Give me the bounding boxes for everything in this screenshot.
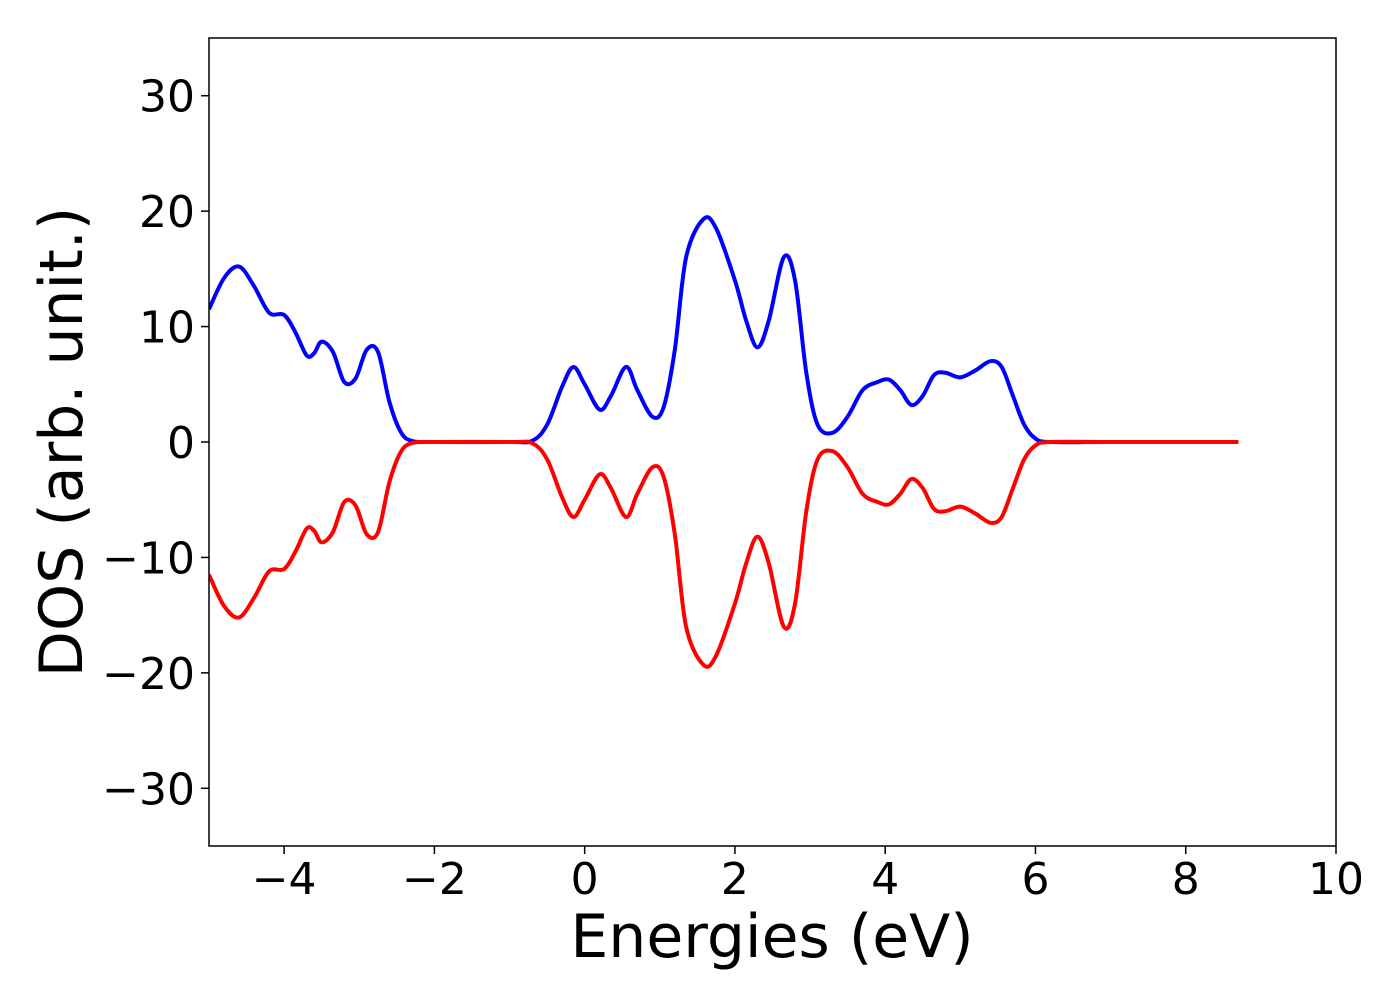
x-axis: −4 −2 0 2 4 6 8 10 — [252, 846, 1364, 905]
y-tick-label: 10 — [139, 303, 195, 354]
x-axis-title: Energies (eV) — [570, 902, 973, 972]
y-tick-label: −10 — [102, 533, 195, 584]
x-tick-label: 4 — [871, 854, 899, 905]
y-axis: −30 −20 −10 0 10 20 30 — [102, 72, 209, 815]
x-tick-label: 2 — [721, 854, 749, 905]
y-axis-title: DOS (arb. unit.) — [27, 207, 97, 677]
series-layer — [209, 215, 1239, 669]
y-tick-label: 30 — [139, 72, 195, 123]
x-tick-label: 8 — [1172, 854, 1200, 905]
x-tick-label: −2 — [402, 854, 467, 905]
y-tick-label: 20 — [139, 187, 195, 238]
dos-line-blue — [209, 215, 1239, 445]
x-tick-label: 6 — [1021, 854, 1049, 905]
x-tick-label: 0 — [571, 854, 599, 905]
y-tick-label: −30 — [102, 764, 195, 815]
x-tick-label: −4 — [252, 854, 317, 905]
y-tick-label: 0 — [167, 418, 195, 469]
x-tick-label: 10 — [1308, 854, 1364, 905]
y-tick-label: −20 — [102, 649, 195, 700]
dos-line-red — [209, 439, 1239, 669]
